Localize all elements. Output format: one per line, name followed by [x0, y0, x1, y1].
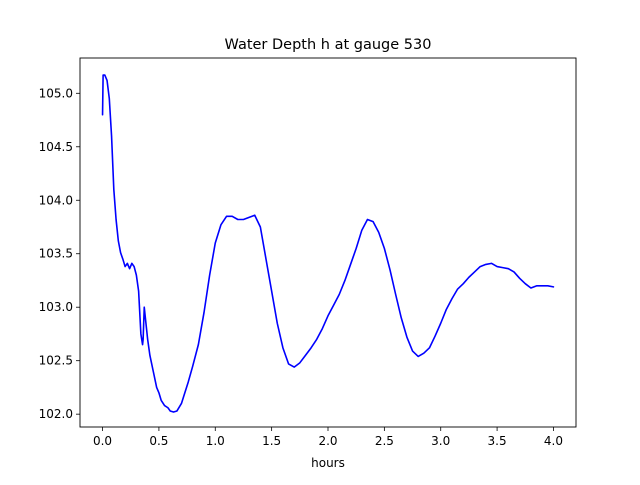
water-depth-series-line — [101, 74, 555, 413]
x-axis-label: hours — [311, 456, 345, 470]
x-tick-label: 0.5 — [149, 434, 168, 448]
x-tick-label: 1.0 — [206, 434, 225, 448]
x-tick-label: 3.5 — [488, 434, 507, 448]
chart-title: Water Depth h at gauge 530 — [225, 37, 432, 53]
y-tick-label: 103.5 — [39, 247, 73, 261]
x-tick-label: 2.0 — [318, 434, 337, 448]
plot-area — [101, 74, 555, 413]
y-tick-label: 104.5 — [39, 140, 73, 154]
y-tick-label: 105.0 — [39, 86, 73, 100]
x-tick-label: 4.0 — [544, 434, 563, 448]
x-axis: 0.0 0.5 1.0 1.5 2.0 2.5 3.0 3.5 4.0 — [93, 427, 563, 448]
x-tick-label: 1.5 — [262, 434, 281, 448]
y-tick-label: 104.0 — [39, 193, 73, 207]
y-axis: 102.0 102.5 103.0 103.5 104.0 104.5 105.0 — [39, 86, 80, 421]
y-tick-label: 102.5 — [39, 354, 73, 368]
x-tick-label: 3.0 — [431, 434, 450, 448]
y-tick-label: 102.0 — [39, 407, 73, 421]
x-tick-label: 2.5 — [375, 434, 394, 448]
x-tick-label: 0.0 — [93, 434, 112, 448]
y-tick-label: 103.0 — [39, 300, 73, 314]
plot-frame — [79, 57, 577, 428]
